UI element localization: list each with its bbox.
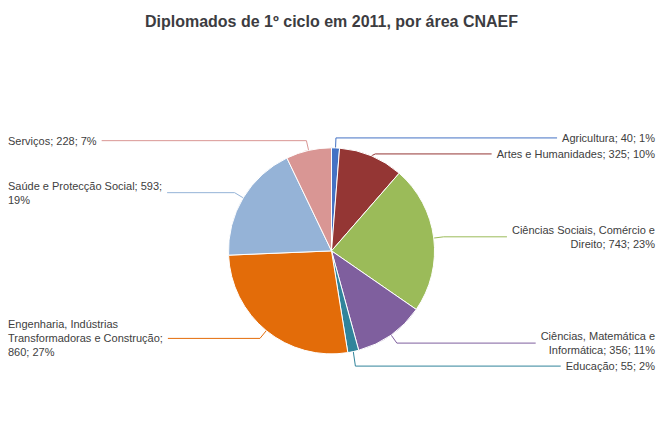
svg-text:Transformadoras e Construção;: Transformadoras e Construção; [8,332,163,344]
svg-text:Ciências Sociais, Comércio e: Ciências Sociais, Comércio e [512,224,655,236]
svg-text:860; 27%: 860; 27% [8,346,55,358]
svg-text:Agricultura; 40; 1%: Agricultura; 40; 1% [562,132,655,144]
svg-text:Artes e Humanidades; 325; 10%: Artes e Humanidades; 325; 10% [497,148,656,160]
svg-text:Diplomados de 1º ciclo em 2011: Diplomados de 1º ciclo em 2011, por área… [145,13,518,30]
svg-text:Educação; 55; 2%: Educação; 55; 2% [566,360,656,372]
svg-text:Engenharia, Indústrias: Engenharia, Indústrias [8,318,119,330]
svg-text:Saúde e Protecção Social; 593;: Saúde e Protecção Social; 593; [8,180,162,192]
svg-text:Ciências, Matemática e: Ciências, Matemática e [541,330,655,342]
svg-text:Serviços; 228; 7%: Serviços; 228; 7% [8,135,97,147]
svg-text:19%: 19% [8,194,30,206]
svg-text:Direito; 743; 23%: Direito; 743; 23% [571,238,656,250]
svg-text:Informática; 356; 11%: Informática; 356; 11% [549,344,655,356]
